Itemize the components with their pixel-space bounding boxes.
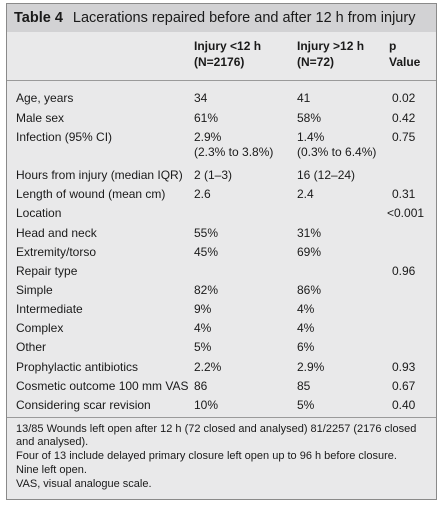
row-label: Location <box>16 206 62 220</box>
title-bar: Table 4 Lacerations repaired before and a… <box>7 4 436 32</box>
row-label: Head and neck <box>16 226 97 240</box>
row-label: Age, years <box>16 91 74 105</box>
row-label: Complex <box>16 321 64 335</box>
row-label: Prophylactic antibiotics <box>16 360 139 374</box>
footnote: Nine left open. <box>16 464 87 476</box>
cell-over-12h: 5% <box>297 398 315 412</box>
cell-p-value: 0.93 <box>392 360 416 374</box>
cell-p-value: 0.40 <box>392 398 416 412</box>
row-label: Extremity/torso <box>16 245 97 259</box>
cell-p-value: 0.75 <box>392 130 416 144</box>
cell-over-12h: 69% <box>297 245 322 259</box>
cell-over-12h: 6% <box>297 340 315 354</box>
row-label: Considering scar revision <box>16 398 151 412</box>
cell-under-12h: 4% <box>194 321 212 335</box>
row-label: Intermediate <box>16 302 83 316</box>
cell-under-12h: 2.6 <box>194 187 211 201</box>
column-header-line: p <box>389 39 397 53</box>
row-label: Simple <box>16 283 53 297</box>
cell-under-12h: 61% <box>194 111 219 125</box>
column-header-p-value: p Value <box>389 38 420 70</box>
cell-under-12h: 5% <box>194 340 212 354</box>
cell-under-12h-ci: (2.3% to 3.8%) <box>194 145 274 159</box>
cell-over-12h: 41 <box>297 91 311 105</box>
column-header-line: (N=72) <box>297 55 335 69</box>
column-header-line: Injury <12 h <box>194 39 262 53</box>
cell-over-12h: 4% <box>297 302 315 316</box>
cell-over-12h: 1.4% <box>297 130 325 144</box>
cell-under-12h: 45% <box>194 245 219 259</box>
column-header-injury-over-12h: Injury >12 h (N=72) <box>297 38 364 70</box>
cell-p-value: <0.001 <box>387 206 425 220</box>
cell-over-12h: 58% <box>297 111 322 125</box>
column-header-line: Value <box>389 55 421 69</box>
footnote: VAS, visual analogue scale. <box>16 478 152 490</box>
cell-under-12h: 55% <box>194 226 219 240</box>
cell-p-value: 0.42 <box>392 111 416 125</box>
cell-under-12h: 86 <box>194 379 208 393</box>
cell-under-12h: 10% <box>194 398 219 412</box>
cell-p-value: 0.96 <box>392 264 416 278</box>
header-divider <box>7 80 436 81</box>
footnote: 13/85 Wounds left open after 12 h (72 cl… <box>16 423 417 448</box>
table-container: Table 4 Lacerations repaired before and a… <box>6 3 437 500</box>
cell-p-value: 0.02 <box>392 91 416 105</box>
cell-under-12h: 82% <box>194 283 219 297</box>
table-caption: Table 4 Lacerations repaired before and a… <box>14 10 415 26</box>
table-label: Table 4 <box>14 10 63 26</box>
row-label: Other <box>16 340 47 354</box>
cell-under-12h: 9% <box>194 302 212 316</box>
row-label: Infection (95% CI) <box>16 130 113 144</box>
cell-p-value: 0.31 <box>392 187 416 201</box>
cell-over-12h: 31% <box>297 226 322 240</box>
row-label: Length of wound (mean cm) <box>16 187 166 201</box>
row-label: Repair type <box>16 264 78 278</box>
cell-over-12h: 2.4 <box>297 187 314 201</box>
row-label: Cosmetic outcome 100 mm VAS <box>16 379 189 393</box>
column-header-line: (N=2176) <box>194 55 245 69</box>
cell-under-12h: 2.2% <box>194 360 222 374</box>
cell-over-12h-ci: (0.3% to 6.4%) <box>297 145 377 159</box>
cell-over-12h: 2.9% <box>297 360 325 374</box>
cell-p-value: 0.67 <box>392 379 416 393</box>
cell-over-12h: 4% <box>297 321 315 335</box>
cell-under-12h: 34 <box>194 91 208 105</box>
column-header-injury-under-12h: Injury <12 h (N=2176) <box>194 38 261 70</box>
cell-over-12h: 85 <box>297 379 311 393</box>
cell-under-12h: 2 (1–3) <box>194 168 233 182</box>
cell-over-12h: 86% <box>297 283 322 297</box>
footer-divider <box>7 417 436 418</box>
table-title: Lacerations repaired before and after 12… <box>72 10 416 26</box>
row-label: Male sex <box>16 111 65 125</box>
cell-under-12h: 2.9% <box>194 130 222 144</box>
footnote: Four of 13 include delayed primary closu… <box>16 450 397 462</box>
row-label: Hours from injury (median IQR) <box>16 168 183 182</box>
cell-over-12h: 16 (12–24) <box>297 168 356 182</box>
column-header-line: Injury >12 h <box>297 39 365 53</box>
